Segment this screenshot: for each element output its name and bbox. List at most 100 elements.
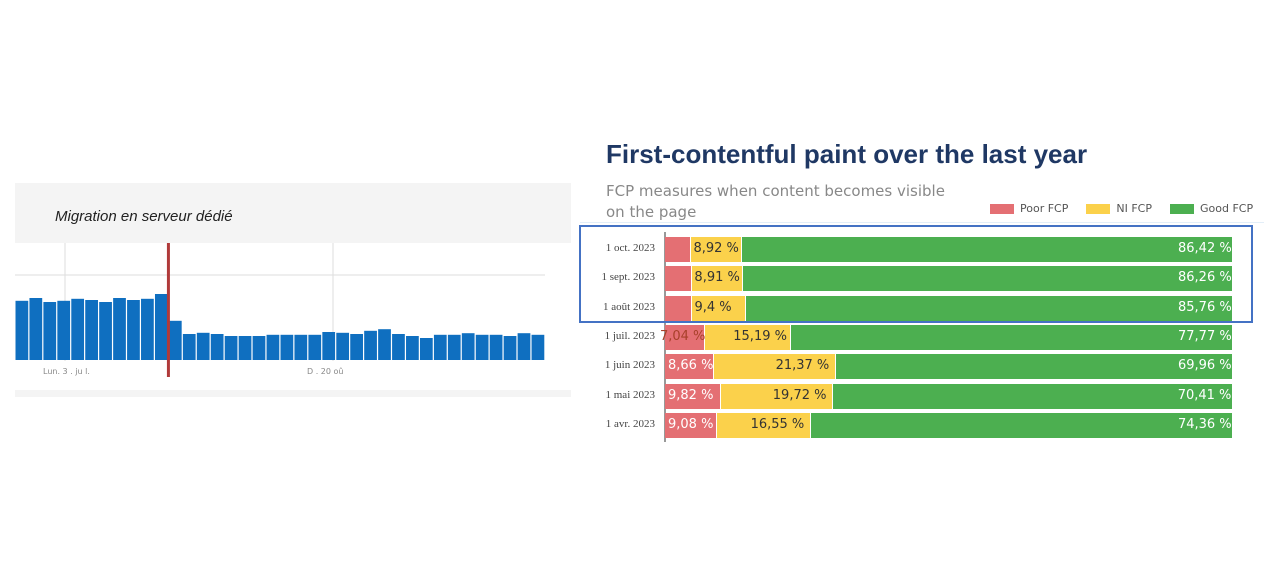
traffic-bar: [475, 334, 489, 360]
category-label: 1 sept. 2023: [601, 271, 655, 284]
ni-fcp-value-label: 15,19 %: [733, 328, 787, 344]
traffic-bar: [127, 300, 140, 360]
ni-fcp-value-label: 8,92 %: [693, 241, 739, 256]
legend: Poor FCP NI FCP Good FCP: [990, 202, 1253, 215]
ni-fcp-value-label: 9,4 %: [694, 299, 732, 315]
traffic-bar: [266, 334, 280, 360]
traffic-bar: [489, 334, 503, 360]
poor-fcp-segment: [665, 412, 716, 438]
poor-fcp-segment: [665, 383, 720, 409]
traffic-bar: [141, 298, 154, 360]
x-tick-label: Lun. 3 . ju l.: [43, 367, 90, 376]
traffic-bar: [71, 298, 85, 360]
divider: [580, 222, 1264, 223]
bar-row: 1 août 2023 9,4 % 85,76 %: [580, 295, 1240, 321]
traffic-bar: [280, 334, 294, 360]
good-fcp-segment: [810, 412, 1232, 438]
traffic-bar: [336, 332, 350, 360]
traffic-bar: [378, 329, 391, 360]
traffic-chart-panel: Migration en serveur dédié Lun. 3 . ju l…: [15, 183, 571, 397]
poor-fcp-value-label: 8,66 %: [668, 358, 714, 374]
poor-fcp-value-label: 9,82 %: [668, 387, 714, 403]
good-fcp-segment: [835, 354, 1232, 380]
legend-item[interactable]: Good FCP: [1170, 202, 1253, 215]
bar-row: 1 juin 2023 8,66 % 21,37 % 69,96 %: [580, 354, 1240, 380]
category-label: 1 mai 2023: [605, 388, 656, 401]
category-label: 1 oct. 2023: [605, 242, 655, 254]
poor-fcp-segment: [665, 237, 691, 262]
traffic-bar: [57, 300, 71, 360]
legend-label: Good FCP: [1200, 202, 1254, 215]
traffic-bar: [406, 336, 419, 360]
legend-swatch: [1170, 203, 1194, 214]
bar-row: 1 avr. 2023 9,08 % 16,55 % 74,36 %: [580, 412, 1240, 438]
x-tick-label: D . 20 oû: [307, 367, 343, 376]
legend-item[interactable]: NI FCP: [1086, 202, 1152, 215]
ni-fcp-segment: [704, 324, 791, 350]
traffic-bar: [154, 294, 168, 360]
poor-fcp-segment: [665, 354, 714, 380]
chart-subtitle: FCP measures when content becomes visibl…: [606, 182, 945, 221]
ni-fcp-value-label: 21,37 %: [775, 358, 830, 374]
legend-swatch: [1086, 203, 1111, 214]
traffic-bar: [238, 336, 252, 360]
traffic-bar-chart: Lun. 3 . ju l. D . 20 oû: [15, 243, 545, 377]
traffic-bar: [29, 298, 43, 360]
ni-fcp-value-label: 16,55 %: [750, 416, 805, 432]
good-fcp-value-label: 86,26 %: [1178, 270, 1232, 286]
poor-fcp-segment: [665, 324, 704, 350]
category-label: 1 juil. 2023: [604, 329, 655, 342]
legend-item[interactable]: Poor FCP: [990, 202, 1068, 215]
bar-row: 1 oct. 2023 8,92 % 86,42 %: [580, 237, 1240, 262]
migration-marker-line: [166, 243, 170, 377]
ni-fcp-segment: [714, 354, 835, 380]
chart-title: First-contentful paint over the last yea…: [606, 139, 1088, 169]
traffic-bar: [43, 302, 57, 360]
traffic-bar: [252, 336, 266, 360]
good-fcp-segment: [832, 383, 1232, 409]
good-fcp-value-label: 70,41 %: [1177, 387, 1232, 403]
good-fcp-segment: [791, 324, 1232, 350]
good-fcp-segment: [742, 237, 1232, 262]
traffic-bar: [350, 334, 363, 360]
good-fcp-segment: [743, 266, 1232, 292]
traffic-bar: [113, 298, 126, 360]
bar-row: 1 mai 2023 9,82 % 19,72 % 70,41 %: [580, 383, 1240, 409]
traffic-bar: [210, 334, 224, 360]
poor-fcp-segment: [665, 295, 692, 321]
good-fcp-segment: [745, 295, 1232, 321]
annotation-header: Migration en serveur dédié: [15, 183, 571, 243]
good-fcp-value-label: 86,42 %: [1178, 241, 1232, 256]
legend-label: NI FCP: [1116, 202, 1152, 215]
traffic-bar: [224, 336, 238, 360]
bar-row: 1 sept. 2023 8,91 % 86,26 %: [580, 266, 1240, 292]
migration-annotation: Migration en serveur dédié: [55, 208, 233, 225]
good-fcp-value-label: 74,36 %: [1177, 416, 1232, 432]
ni-fcp-segment: [692, 295, 745, 321]
traffic-bar: [85, 300, 98, 360]
traffic-bar: [182, 334, 196, 360]
category-label: 1 avr. 2023: [605, 417, 655, 430]
category-label: 1 août 2023: [603, 300, 655, 313]
good-fcp-value-label: 85,76 %: [1178, 299, 1232, 315]
traffic-bar: [461, 333, 475, 360]
good-fcp-value-label: 69,96 %: [1177, 358, 1232, 374]
traffic-bar: [364, 330, 377, 360]
ni-fcp-value-label: 8,91 %: [694, 270, 740, 286]
traffic-bar: [503, 336, 517, 360]
traffic-bar: [447, 334, 461, 360]
category-label: 1 juin 2023: [604, 359, 655, 372]
traffic-bar: [433, 334, 447, 360]
ni-fcp-segment: [720, 383, 832, 409]
traffic-bar: [322, 332, 336, 360]
poor-fcp-value-label: 9,08 %: [668, 416, 714, 432]
traffic-bar: [308, 334, 322, 360]
traffic-bar: [168, 320, 182, 360]
traffic-bar: [15, 300, 29, 360]
traffic-bar: [392, 334, 405, 360]
ni-fcp-segment: [716, 412, 810, 438]
traffic-bar: [99, 302, 112, 360]
poor-fcp-value-label: 7,04 %: [659, 328, 706, 344]
legend-swatch: [990, 203, 1014, 214]
traffic-bar: [531, 334, 545, 360]
